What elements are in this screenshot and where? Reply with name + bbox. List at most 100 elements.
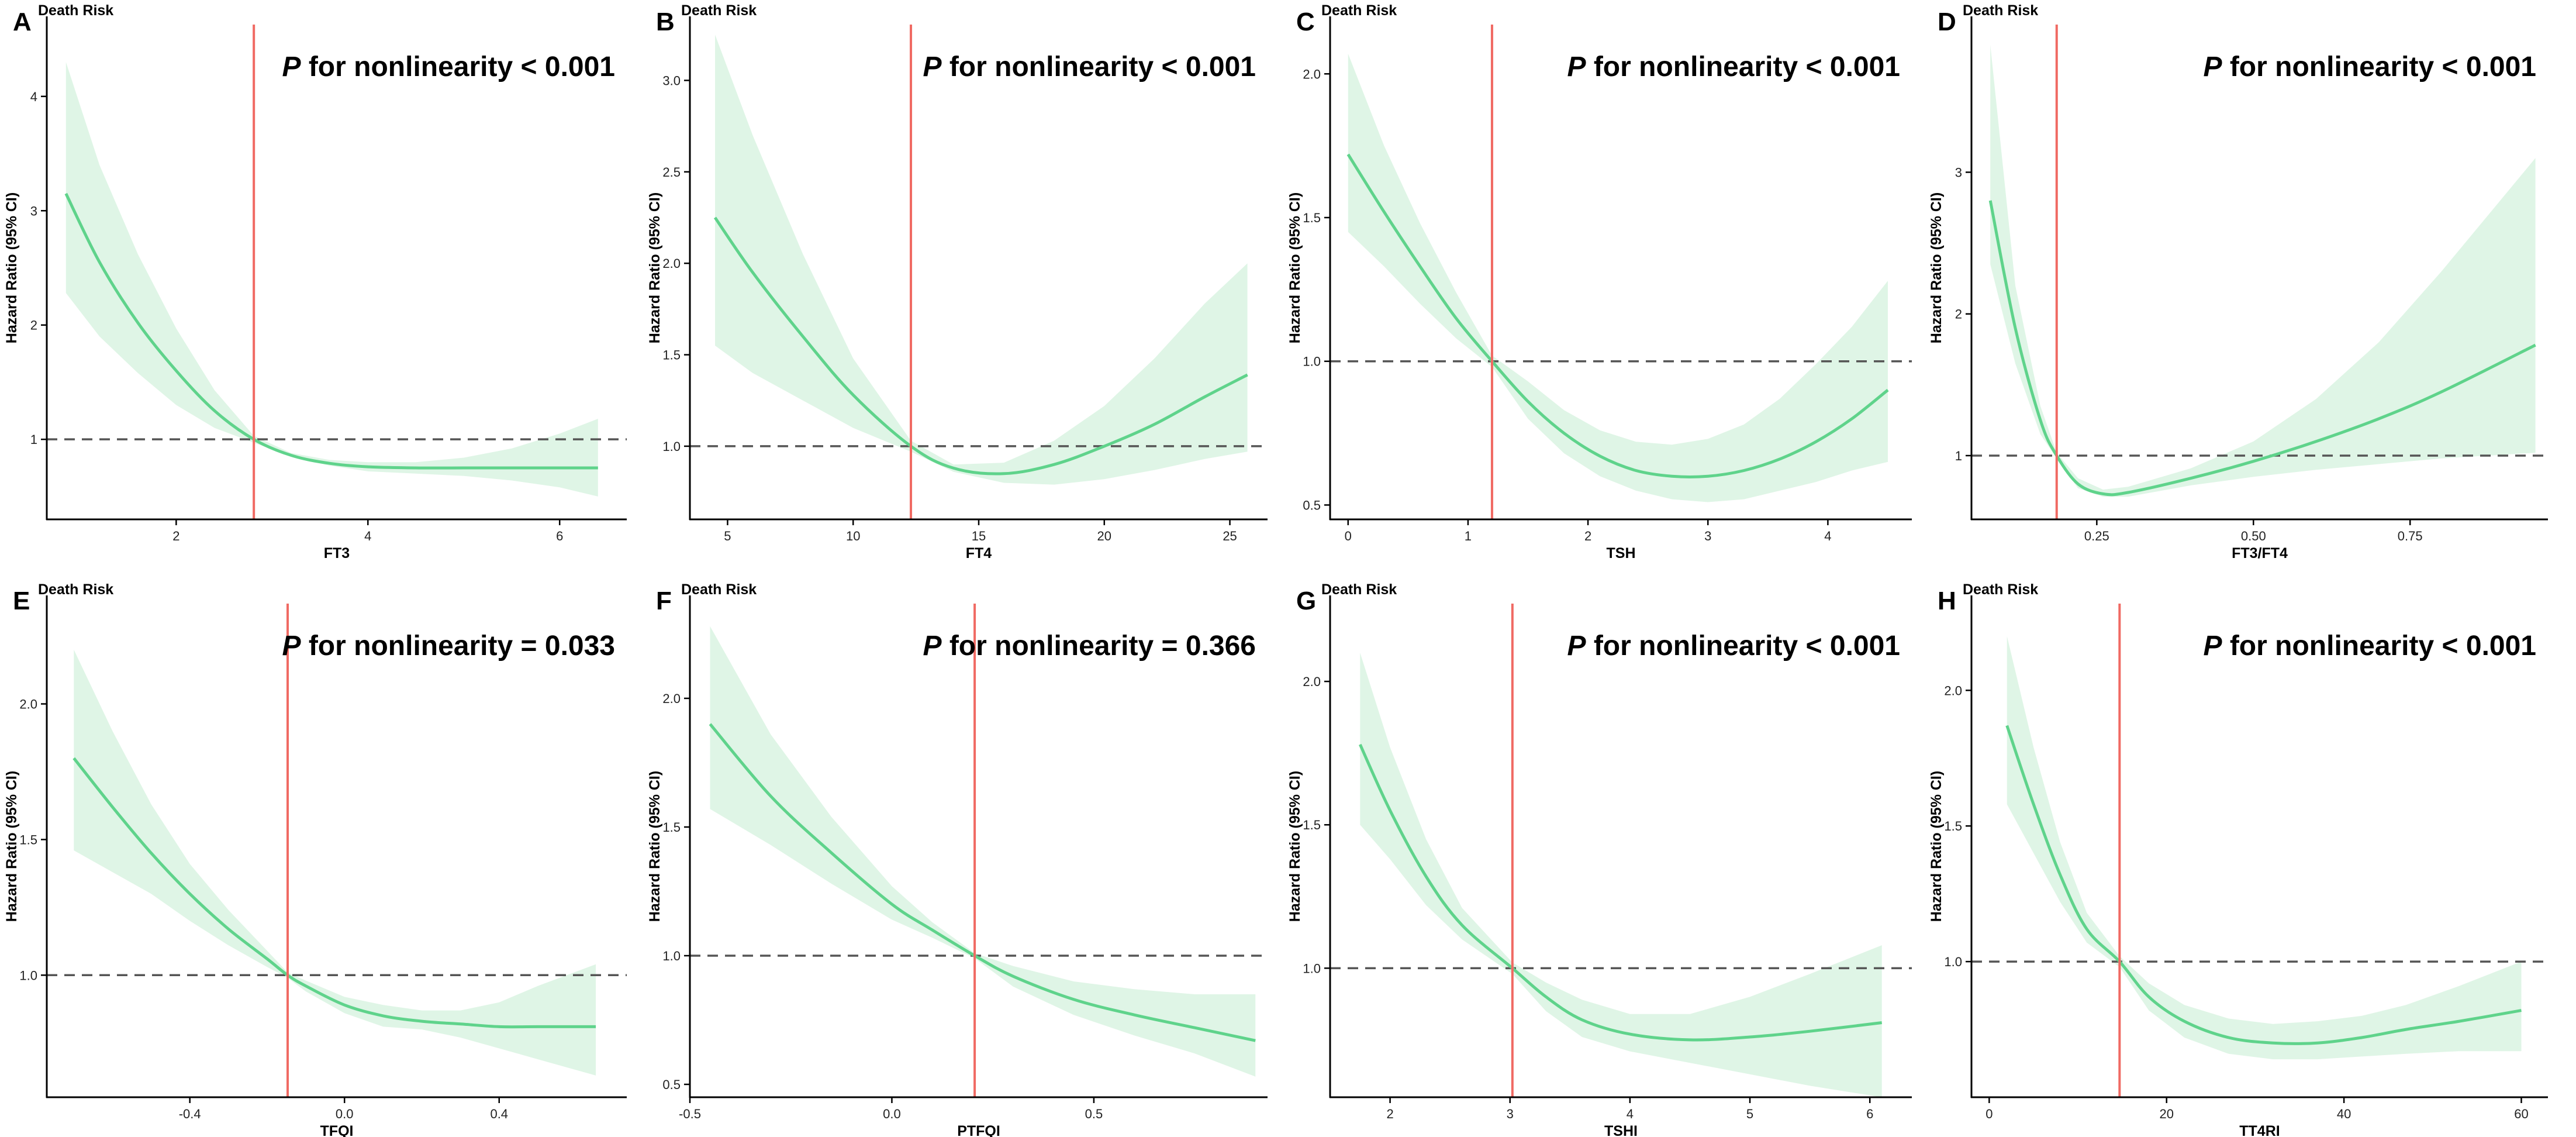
y-tick-label: 3: [30, 204, 37, 218]
chart-panel-a: 2 4 6 1 2 3 4 FT3 Hazard Ratio (95% CI) Death Ris…: [4, 2, 627, 561]
x-tick-label: 0.25: [2084, 529, 2109, 543]
y-axis-title: Hazard Ratio (95% CI): [1287, 771, 1303, 922]
hazard-ratio-curve: [2005, 725, 2522, 1045]
p-nonlinearity-annotation: P for nonlinearity < 0.001: [2203, 51, 2536, 82]
p-value-text: for nonlinearity < 0.001: [1586, 630, 1900, 661]
x-tick-label: -0.4: [179, 1107, 201, 1121]
chart-panel-g: 2 3 4 5 6 1.0 1.5 2.0 TSHI Hazard Ratio (95% CI) D…: [1287, 581, 1912, 1137]
panel-title: Death Risk: [681, 581, 757, 598]
x-tick-label: 3: [1704, 529, 1711, 543]
panel-title: Death Risk: [1963, 2, 2038, 19]
x-axis-title: FT3: [324, 545, 350, 561]
y-tick-label: 4: [30, 89, 37, 104]
x-axis-title: PTFQI: [957, 1123, 1000, 1137]
panel-title: Death Risk: [38, 2, 113, 19]
p-symbol: P: [1567, 51, 1586, 82]
p-nonlinearity-annotation: P for nonlinearity < 0.001: [923, 51, 1256, 82]
panel-letter: C: [1296, 8, 1315, 36]
y-tick-label: 3: [1955, 165, 1962, 180]
confidence-band: [1348, 53, 1888, 502]
x-tick-label: 0.50: [2241, 529, 2266, 543]
y-tick-label: 1.5: [1303, 211, 1321, 225]
x-tick-label: 2: [1386, 1107, 1393, 1121]
y-tick-label: 1.5: [662, 348, 681, 363]
p-value-text: for nonlinearity = 0.033: [301, 630, 615, 661]
y-tick-label: 2: [1955, 307, 1962, 322]
panel-letter: F: [656, 587, 672, 615]
x-axis-title: TFQI: [320, 1123, 354, 1137]
p-symbol: P: [1567, 630, 1586, 661]
y-axis-title: Hazard Ratio (95% CI): [647, 771, 663, 922]
y-tick-label: 2.0: [1303, 67, 1321, 81]
x-axis-title: TSH: [1607, 545, 1636, 561]
x-tick-label: 0.75: [2398, 529, 2423, 543]
hazard-ratio-curve: [1988, 200, 2536, 497]
y-tick-label: 1.0: [1944, 955, 1962, 969]
x-axis-title: FT3/FT4: [2232, 545, 2288, 561]
y-tick-label: 1.0: [1303, 961, 1321, 976]
confidence-band: [715, 35, 1248, 485]
x-tick-label: 0.0: [883, 1107, 901, 1121]
p-value-text: for nonlinearity < 0.001: [301, 51, 615, 82]
x-tick-label: 0: [1985, 1107, 1993, 1121]
panel-letter: E: [13, 587, 30, 615]
p-nonlinearity-annotation: P for nonlinearity = 0.366: [923, 630, 1256, 661]
chart-panel-e: -0.4 0.0 0.4 1.0 1.5 2.0 TFQI Hazard Ratio (95%…: [4, 581, 627, 1137]
y-tick-label: 2: [30, 318, 37, 333]
y-axis-title: Hazard Ratio (95% CI): [647, 192, 663, 343]
x-tick-label: 5: [1746, 1107, 1753, 1121]
panel-letter: H: [1938, 587, 1956, 615]
p-value-text: for nonlinearity = 0.366: [941, 630, 1256, 661]
x-tick-label: 2: [1584, 529, 1591, 543]
y-tick-label: 0.5: [1303, 498, 1321, 512]
hazard-ratio-curve: [1346, 153, 1889, 478]
hazard-ratio-curve: [713, 216, 1248, 476]
y-tick-label: 1.5: [1303, 818, 1321, 832]
x-tick-label: 60: [2514, 1107, 2528, 1121]
x-tick-label: 20: [2159, 1107, 2173, 1121]
confidence-band: [710, 626, 1256, 1077]
x-axis-title: TSHI: [1604, 1123, 1638, 1137]
y-tick-label: 2.0: [662, 256, 681, 271]
x-tick-label: 0.5: [1085, 1107, 1103, 1121]
panel-title: Death Risk: [1321, 2, 1397, 19]
y-tick-label: 1.0: [1303, 354, 1321, 369]
y-tick-label: 2.5: [662, 165, 681, 180]
y-axis-title: Hazard Ratio (95% CI): [4, 771, 20, 922]
x-tick-label: 0: [1345, 529, 1352, 543]
confidence-band: [1360, 653, 1882, 1097]
panel-title: Death Risk: [38, 581, 113, 598]
x-tick-label: 4: [1824, 529, 1831, 543]
x-tick-label: 0.4: [490, 1107, 508, 1121]
x-tick-label: 2: [172, 529, 179, 543]
p-value-text: for nonlinearity < 0.001: [2222, 630, 2536, 661]
panel-letter: A: [13, 8, 32, 36]
y-tick-label: 1.5: [19, 832, 37, 847]
hazard-ratio-curve: [709, 723, 1256, 1042]
p-value-text: for nonlinearity < 0.001: [1586, 51, 1900, 82]
x-tick-label: 10: [846, 529, 860, 543]
panel-title: Death Risk: [681, 2, 757, 19]
x-axis-title: TT4RI: [2239, 1123, 2280, 1137]
hazard-ratio-curve: [1359, 743, 1883, 1042]
x-tick-label: 4: [1627, 1107, 1634, 1121]
x-tick-label: 1: [1465, 529, 1472, 543]
x-tick-label: 3: [1507, 1107, 1514, 1121]
panel-letter: G: [1296, 587, 1316, 615]
x-tick-label: 40: [2337, 1107, 2351, 1121]
chart-panel-c: 0 1 2 3 4 0.5 1.0 1.5 2.0 TSH Hazard Ratio (95% CI…: [1287, 2, 1912, 561]
panel-title: Death Risk: [1963, 581, 2038, 598]
x-tick-label: 6: [556, 529, 563, 543]
y-tick-label: 1: [1955, 449, 1962, 463]
x-tick-label: 15: [972, 529, 986, 543]
x-tick-label: 4: [364, 529, 371, 543]
chart-panel-f: -0.5 0.0 0.5 0.5 1.0 1.5 2.0 PTFQI Hazard Ratio …: [647, 581, 1268, 1137]
p-nonlinearity-annotation: P for nonlinearity < 0.001: [1567, 51, 1900, 82]
hazard-ratio-curve: [72, 757, 596, 1029]
y-axis-title: Hazard Ratio (95% CI): [1287, 192, 1303, 343]
x-tick-label: 6: [1866, 1107, 1873, 1121]
p-value-text: for nonlinearity < 0.001: [941, 51, 1256, 82]
p-nonlinearity-annotation: P for nonlinearity < 0.001: [2203, 630, 2536, 661]
x-tick-label: -0.5: [679, 1107, 701, 1121]
